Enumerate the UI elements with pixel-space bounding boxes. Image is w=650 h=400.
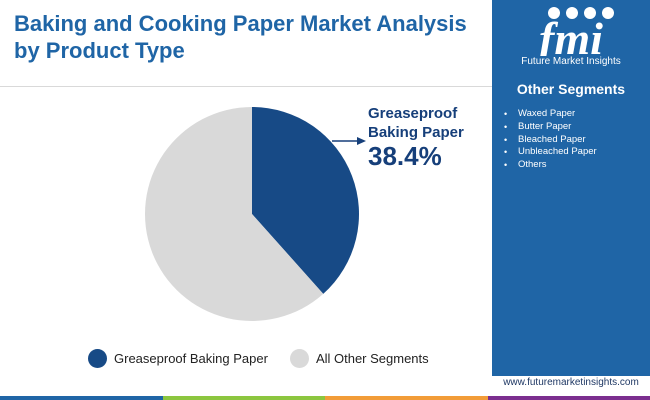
chart-legend: Greaseproof Baking Paper All Other Segme… — [88, 346, 451, 370]
pie-chart — [145, 107, 366, 321]
legend-item-greaseproof: Greaseproof Baking Paper — [88, 348, 268, 368]
segment-item: Bleached Paper — [504, 134, 597, 147]
segment-item: Butter Paper — [504, 121, 597, 134]
bottom-bar-segment — [487, 396, 650, 400]
svg-text:fmi: fmi — [539, 13, 603, 56]
bottom-bar-segment — [0, 396, 163, 400]
segment-item: Others — [504, 159, 597, 172]
callout-arrowhead — [357, 137, 366, 145]
bottom-color-bar — [0, 396, 650, 400]
bottom-bar-segment — [162, 396, 325, 400]
legend-item-other: All Other Segments — [289, 348, 429, 368]
side-panel: fmi Future Market Insights Other Segment… — [492, 0, 650, 400]
logo: fmi Future Market Insights — [492, 0, 650, 76]
callout-label-line1: Greaseproof — [368, 105, 458, 122]
pie-slice-greaseproof — [252, 107, 360, 294]
callout-value: 38.4% — [368, 141, 442, 171]
other-segments-title: Other Segments — [516, 81, 626, 97]
callout-label: Greaseproof Baking Paper — [368, 104, 464, 142]
legend-label-greaseproof: Greaseproof Baking Paper — [114, 350, 268, 366]
legend-swatch-greaseproof — [88, 348, 107, 368]
fmi-logo-icon: fmi — [539, 7, 614, 56]
title-divider — [0, 86, 492, 87]
other-segments-list: Waxed Paper Butter Paper Bleached Paper … — [504, 108, 597, 172]
callout-label-line2: Baking Paper — [368, 124, 464, 141]
segment-item: Unbleached Paper — [504, 146, 597, 159]
logo-text: Future Market Insights — [521, 56, 621, 67]
bottom-bar-segment — [325, 396, 488, 400]
legend-swatch-other — [289, 348, 309, 368]
website-link[interactable]: www.futuremarketinsights.com — [503, 377, 639, 388]
legend-label-other: All Other Segments — [315, 350, 429, 366]
pie-slice-other — [145, 107, 324, 321]
segment-item: Waxed Paper — [504, 108, 597, 121]
chart-title: Baking and Cooking Paper Market Analysis… — [14, 11, 467, 63]
